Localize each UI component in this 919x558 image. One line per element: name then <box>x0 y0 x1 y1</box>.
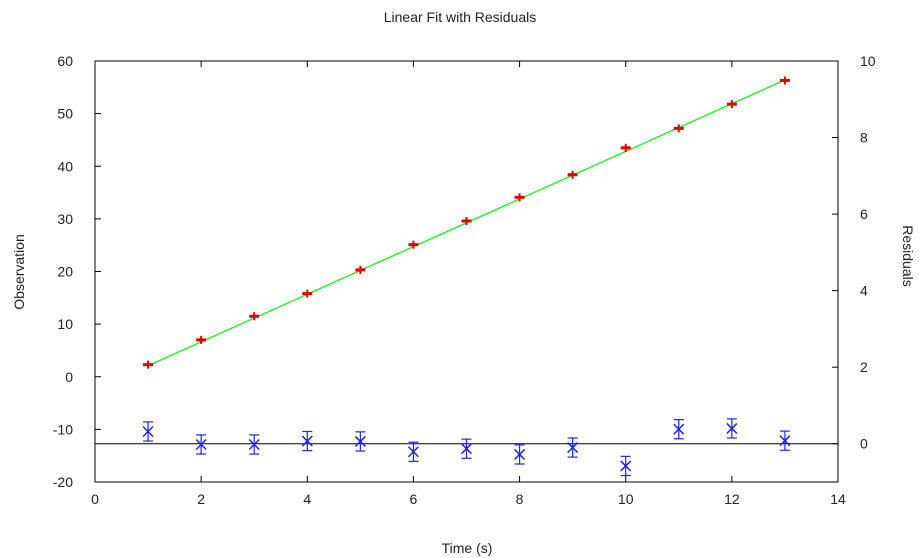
residual-point <box>620 460 632 472</box>
y-tick-label: -20 <box>53 474 73 490</box>
observation-point <box>355 265 366 274</box>
y2-tick-label: 4 <box>860 283 868 299</box>
x-tick-label: 6 <box>410 491 418 507</box>
y2-tick-label: 0 <box>860 436 868 452</box>
y-tick-label: 10 <box>57 316 73 332</box>
observation-point <box>567 170 578 179</box>
chart-title: Linear Fit with Residuals <box>384 9 537 25</box>
y-tick-label: 0 <box>65 369 73 385</box>
y-tick-label: 50 <box>57 106 73 122</box>
x-axis-title: Time (s) <box>442 540 493 556</box>
x-tick-label: 0 <box>91 491 99 507</box>
observation-point <box>726 100 737 109</box>
residual-point <box>248 438 260 451</box>
residual-point <box>673 423 685 435</box>
y2-tick-label: 2 <box>860 359 868 375</box>
y2-tick-label: 10 <box>860 53 876 69</box>
observation-point <box>408 240 419 249</box>
residual-point <box>354 435 366 447</box>
y-tick-label: 20 <box>57 264 73 280</box>
residual-point <box>460 443 473 455</box>
observation-point <box>143 360 154 369</box>
residual-point <box>779 435 791 447</box>
y2-axis-title: Residuals <box>900 225 916 286</box>
residual-point <box>407 446 419 458</box>
residual-point <box>301 435 313 447</box>
residual-point <box>142 425 154 438</box>
observation-point <box>461 216 472 225</box>
residual-point <box>567 442 579 454</box>
y-tick-label: 40 <box>57 158 73 174</box>
residual-point <box>726 422 738 434</box>
observation-point <box>302 289 313 298</box>
y-axis-title: Observation <box>11 234 27 309</box>
x-tick-label: 14 <box>830 491 846 507</box>
residual-point <box>195 438 207 451</box>
y-tick-label: -10 <box>53 421 73 437</box>
x-tick-label: 2 <box>197 491 205 507</box>
observation-point <box>620 143 631 152</box>
observation-point <box>196 335 207 344</box>
x-tick-label: 8 <box>516 491 524 507</box>
y2-tick-label: 6 <box>860 206 868 222</box>
y-tick-label: 30 <box>57 211 73 227</box>
observation-point <box>249 312 260 321</box>
plot-frame <box>94 60 839 483</box>
x-tick-label: 12 <box>724 491 740 507</box>
y-tick-label: 60 <box>57 53 73 69</box>
plot-area: 0 2 4 6 8 10 12 14 -20 -10 0 10 20 30 40 50 60 0 2 4 6 8 10 <box>53 53 876 507</box>
x-tick-label: 10 <box>618 491 634 507</box>
residual-point <box>514 448 526 460</box>
x-tick-label: 4 <box>303 491 311 507</box>
observation-point <box>514 193 525 202</box>
y2-tick-label: 8 <box>860 130 868 146</box>
observation-point <box>673 124 684 133</box>
observation-point <box>779 76 790 85</box>
